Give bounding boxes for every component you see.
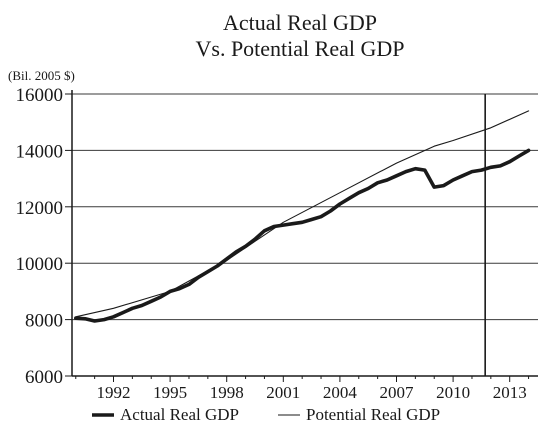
y-axis-unit-label: (Bil. 2005 $): [8, 68, 75, 83]
potential-real-gdp-line: [75, 110, 530, 318]
y-tick-label: 10000: [16, 254, 64, 275]
y-tick-label: 8000: [25, 311, 63, 332]
x-tick-label: 1998: [210, 383, 244, 402]
tick-labels: 6000 8000 10000 12000 14000 16000 1992 1995 1998…: [16, 85, 527, 402]
y-tick-label: 6000: [25, 367, 63, 388]
x-tick-label: 2004: [323, 383, 358, 402]
axes: [65, 90, 538, 382]
x-tick-label: 2013: [493, 383, 527, 402]
x-tick-label: 2010: [436, 383, 470, 402]
actual-real-gdp-line: [74, 148, 531, 323]
y-tick-label: 14000: [16, 141, 64, 162]
chart-subtitle: Vs. Potential Real GDP: [196, 36, 405, 61]
y-tick-label: 12000: [16, 198, 64, 219]
legend: Actual Real GDP Potential Real GDP: [92, 405, 440, 424]
x-tick-label: 1995: [153, 383, 187, 402]
y-tick-label: 16000: [16, 85, 64, 106]
chart-title: Actual Real GDP: [223, 10, 377, 35]
x-tick-label: 2007: [380, 383, 415, 402]
series-lines: [74, 110, 531, 323]
gridlines: [72, 93, 538, 321]
legend-label-actual: Actual Real GDP: [120, 405, 239, 424]
x-tick-label: 1992: [97, 383, 131, 402]
x-tick-label: 2001: [266, 383, 300, 402]
legend-label-potential: Potential Real GDP: [306, 405, 440, 424]
